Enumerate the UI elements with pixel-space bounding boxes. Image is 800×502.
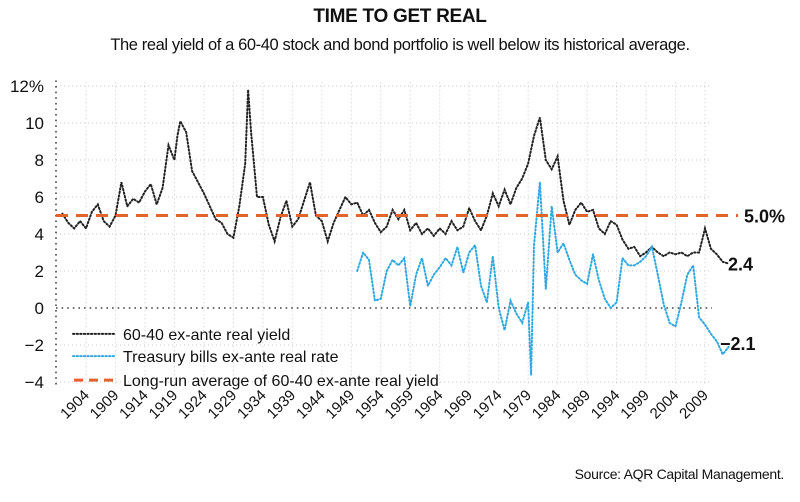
y-tick-label: −4: [25, 373, 44, 392]
grid-lines: [56, 82, 712, 386]
x-tick-label: 1919: [146, 387, 182, 423]
x-tick-label: 1969: [440, 387, 476, 423]
x-tick-label: 1939: [264, 387, 300, 423]
series-group: [56, 89, 738, 375]
chart-subtitle: The real yield of a 60-40 stock and bond…: [110, 36, 690, 54]
y-tick-label: −2: [25, 336, 44, 355]
end-labels: 2.4 −2.1 5.0%: [720, 207, 785, 354]
end-label-portfolio: 2.4: [728, 255, 753, 275]
x-tick-label: 1924: [175, 387, 211, 423]
x-tick-label: 1979: [499, 387, 535, 423]
x-tick-label: 1934: [234, 387, 270, 423]
y-tick-label: 0: [35, 299, 44, 318]
y-tick-label: 2: [35, 262, 44, 281]
legend-label: Treasury bills ex-ante real rate: [123, 349, 339, 366]
x-axis-ticks: 1904190919141919192419291934193919441949…: [57, 387, 712, 423]
x-tick-label: 1989: [558, 387, 594, 423]
x-tick-label: 1994: [588, 387, 624, 423]
y-tick-label: 12%: [10, 77, 44, 96]
x-tick-label: 1954: [352, 387, 388, 423]
x-tick-label: 2004: [647, 387, 683, 423]
y-tick-label: 4: [35, 225, 44, 244]
x-tick-label: 1944: [293, 387, 329, 423]
x-tick-label: 1959: [381, 387, 417, 423]
source-note: Source: AQR Capital Management.: [574, 466, 785, 482]
x-tick-label: 1949: [322, 387, 358, 423]
x-tick-label: 1914: [116, 387, 152, 423]
x-tick-label: 1909: [87, 387, 123, 423]
x-tick-label: 1904: [57, 387, 93, 423]
series-line-tbills: [356, 182, 730, 375]
legend-label: 60-40 ex-ante real yield: [123, 327, 290, 344]
x-tick-label: 1984: [529, 387, 565, 423]
x-tick-label: 1999: [617, 387, 653, 423]
legend-label: Long-run average of 60-40 ex-ante real y…: [123, 373, 439, 390]
y-axis-ticks: 12% 10 8 6 4 2 0 −2 −4: [10, 77, 44, 392]
end-label-average: 5.0%: [744, 207, 785, 227]
end-label-tbills: −2.1: [720, 334, 756, 354]
x-tick-label: 1929: [205, 387, 241, 423]
y-tick-label: 6: [35, 188, 44, 207]
y-tick-label: 10: [25, 114, 44, 133]
x-tick-label: 1974: [470, 387, 506, 423]
chart-title: TIME TO GET REAL: [313, 6, 487, 27]
series-line-portfolio: [61, 89, 730, 265]
x-tick-label: 1964: [411, 387, 447, 423]
y-tick-label: 8: [35, 151, 44, 170]
x-tick-label: 2009: [676, 387, 712, 423]
legend: 60-40 ex-ante real yield Treasury bills e…: [72, 327, 439, 390]
